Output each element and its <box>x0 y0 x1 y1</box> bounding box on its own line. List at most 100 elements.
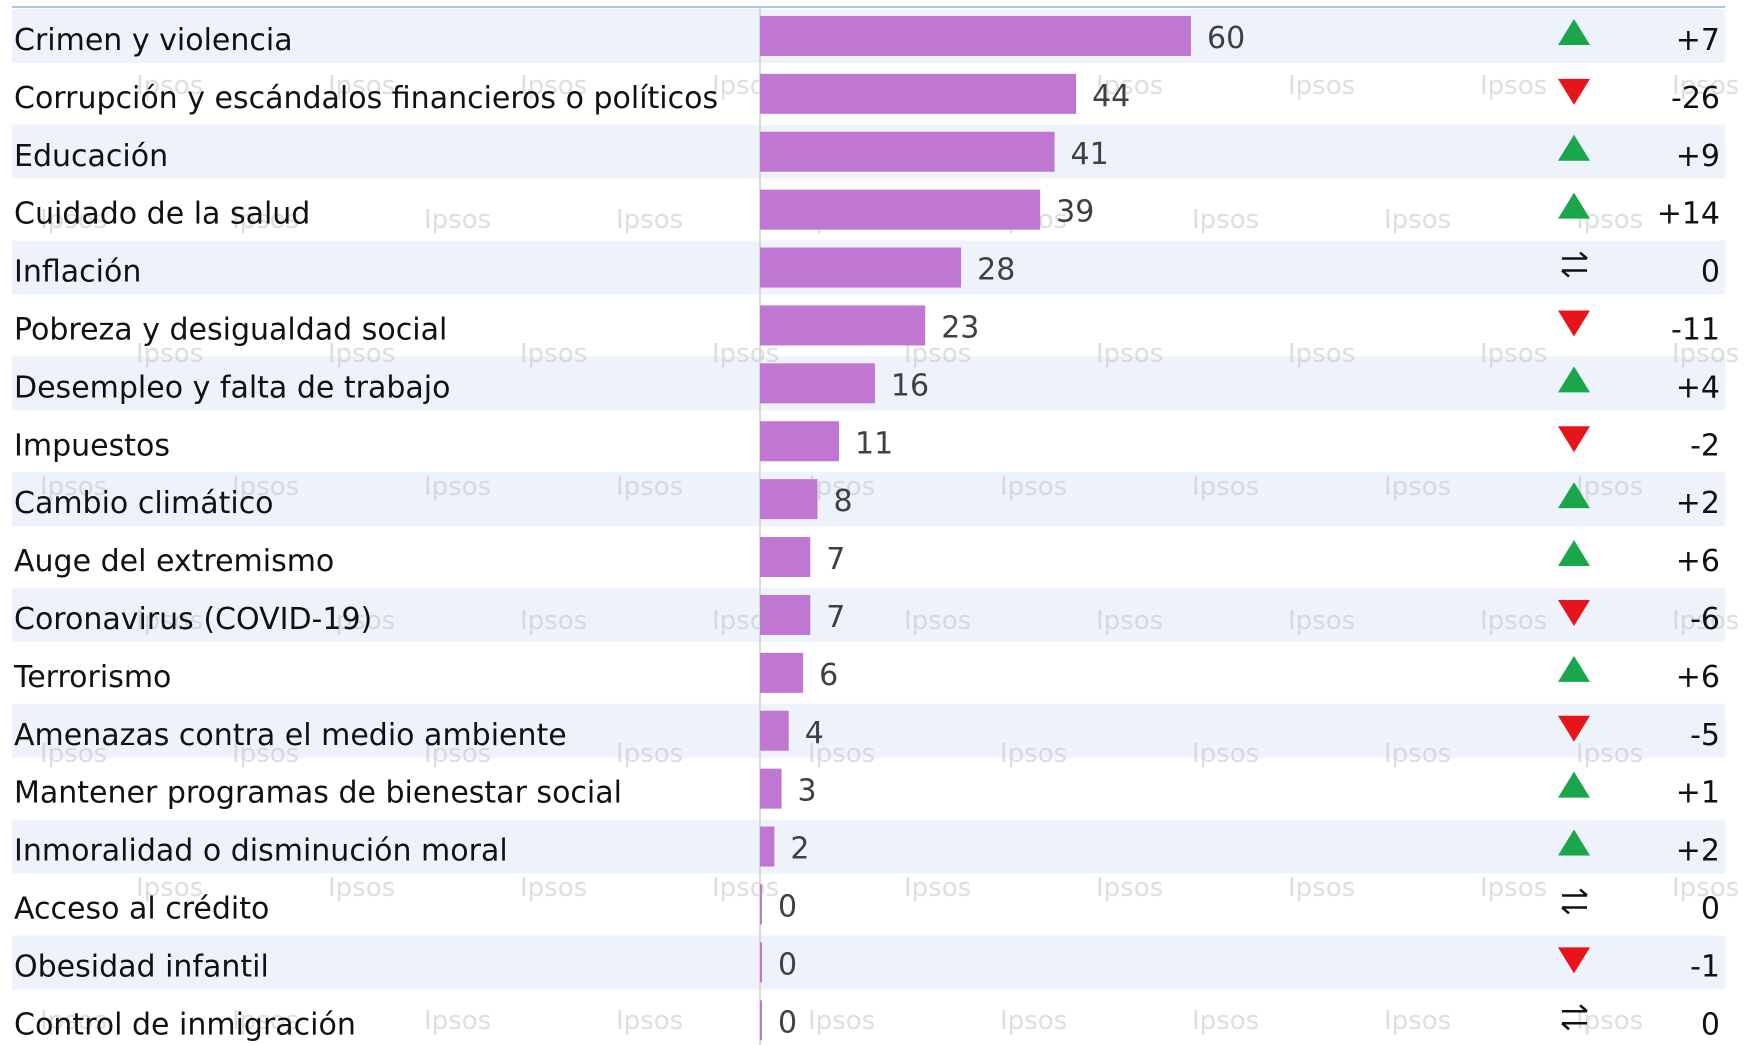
watermark-text: Ipsos <box>1384 1006 1451 1036</box>
value-label: 41 <box>1071 137 1109 172</box>
change-value: +2 <box>1676 486 1720 521</box>
row-stripe <box>12 472 1725 527</box>
watermark-text: Ipsos <box>424 1006 491 1036</box>
change-value: +6 <box>1676 660 1720 695</box>
down-triangle-icon <box>1558 947 1590 974</box>
watermark-text: Ipsos <box>424 739 491 769</box>
watermark-text: Ipsos <box>1000 1006 1067 1036</box>
watermark-text: Ipsos <box>1192 1006 1259 1036</box>
chart-row: Impuestos 11 -2 <box>14 421 1720 463</box>
watermark-text: Ipsos <box>328 339 395 369</box>
change-value: 0 <box>1701 1007 1720 1042</box>
category-label: Crimen y violencia <box>14 23 293 58</box>
change-value: -2 <box>1690 428 1720 463</box>
chart-row: Obesidad infantil 0 -1 <box>14 942 1720 984</box>
watermark-text: Ipsos <box>520 339 587 369</box>
value-label: 39 <box>1056 195 1094 230</box>
watermark-text: Ipsos <box>808 472 875 502</box>
value-label: 44 <box>1092 79 1130 114</box>
watermark-layer: Ipsos Ipsos Ipsos Ipsos Ipsos Ipsos Ipsos Ipsos… <box>40 71 1739 1036</box>
value-label: 2 <box>790 832 809 867</box>
change-value: -6 <box>1690 602 1720 637</box>
change-value: +6 <box>1676 544 1720 579</box>
down-triangle-icon <box>1558 426 1590 453</box>
row-stripe <box>12 588 1725 642</box>
change-value: 0 <box>1701 891 1720 926</box>
category-label: Coronavirus (COVID-19) <box>14 602 372 637</box>
watermark-text: Ipsos <box>1672 339 1739 369</box>
chart-row: Cuidado de la salud 39 +14 <box>14 189 1720 232</box>
change-value: +2 <box>1676 834 1720 869</box>
category-label: Mantener programas de bienestar social <box>14 776 622 811</box>
value-label: 0 <box>778 889 797 924</box>
value-label: 7 <box>826 600 845 635</box>
no-change-arrows-icon <box>1561 1004 1588 1031</box>
watermark-text: Ipsos <box>40 205 107 235</box>
watermark-text: Ipsos <box>1000 472 1067 502</box>
watermark-text: Ipsos <box>1576 205 1643 235</box>
watermark-text: Ipsos <box>1096 606 1163 636</box>
chart-row: Control de inmigración 0 0 <box>14 1000 1720 1042</box>
watermark-text: Ipsos <box>1576 472 1643 502</box>
bar <box>760 363 875 404</box>
chart-row: Cambio climático 8 +2 <box>14 479 1720 521</box>
watermark-text: Ipsos <box>1288 606 1355 636</box>
change-value: +4 <box>1676 370 1720 405</box>
up-triangle-icon <box>1558 655 1590 682</box>
chart-row: Inmoralidad o disminución moral 2 +2 <box>14 826 1720 869</box>
no-change-arrows-icon <box>1561 888 1588 915</box>
watermark-text: Ipsos <box>616 205 683 235</box>
watermark-text: Ipsos <box>328 71 395 101</box>
value-label: 8 <box>833 484 852 519</box>
bar <box>760 15 1191 56</box>
watermark-text: Ipsos <box>1384 205 1451 235</box>
value-label: 3 <box>798 774 817 809</box>
watermark-text: Ipsos <box>136 339 203 369</box>
category-label: Desempleo y falta de trabajo <box>14 370 450 405</box>
watermark-text: Ipsos <box>1672 606 1739 636</box>
chart-row: Acceso al crédito 0 0 <box>14 884 1720 926</box>
value-label: 60 <box>1207 21 1245 56</box>
change-value: -1 <box>1690 949 1720 984</box>
change-value: -26 <box>1671 81 1720 116</box>
watermark-text: Ipsos <box>424 205 491 235</box>
down-triangle-icon <box>1558 310 1590 337</box>
watermark-text: Ipsos <box>136 873 203 903</box>
bar <box>760 247 962 288</box>
change-value: -5 <box>1690 718 1720 753</box>
chart-row: Amenazas contra el medio ambiente 4 -5 <box>14 710 1720 753</box>
up-triangle-icon <box>1558 771 1590 798</box>
chart-row: Auge del extremismo 7 +6 <box>14 537 1720 579</box>
chart-row: Coronavirus (COVID-19) 7 -6 <box>14 594 1720 637</box>
chart-row: Mantener programas de bienestar social 3 +… <box>14 768 1720 811</box>
watermark-text: Ipsos <box>1192 739 1259 769</box>
value-label: 0 <box>778 947 797 982</box>
watermark-text: Ipsos <box>1384 472 1451 502</box>
watermark-text: Ipsos <box>616 1006 683 1036</box>
watermark-text: Ipsos <box>136 606 203 636</box>
category-label: Cambio climático <box>14 486 274 521</box>
watermark-text: Ipsos <box>520 606 587 636</box>
watermark-text: Ipsos <box>1000 739 1067 769</box>
value-label: 23 <box>941 310 979 345</box>
watermark-text: Ipsos <box>808 1006 875 1036</box>
watermark-text: Ipsos <box>904 873 971 903</box>
down-triangle-icon <box>1558 599 1590 626</box>
watermark-text: Ipsos <box>328 606 395 636</box>
row-stripe <box>12 935 1725 990</box>
bar <box>760 884 762 925</box>
row-stripe <box>12 703 1725 758</box>
watermark-text: Ipsos <box>904 606 971 636</box>
watermark-text: Ipsos <box>1480 606 1547 636</box>
up-triangle-icon <box>1558 366 1590 393</box>
bar <box>760 537 811 578</box>
category-label: Inflación <box>14 255 141 290</box>
watermark-text: Ipsos <box>1288 71 1355 101</box>
bar <box>760 73 1077 114</box>
category-label: Amenazas contra el medio ambiente <box>14 718 567 753</box>
bar <box>760 305 926 346</box>
bar <box>760 768 782 809</box>
up-triangle-icon <box>1558 134 1590 161</box>
up-triangle-icon <box>1558 192 1590 219</box>
